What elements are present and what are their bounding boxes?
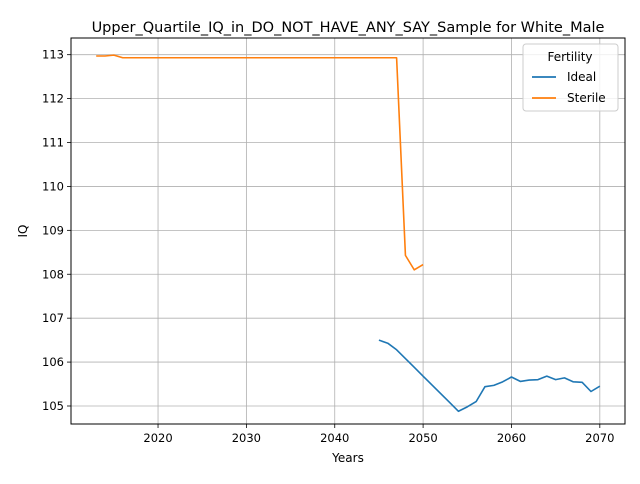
y-tick-label: 106: [42, 355, 64, 369]
series-line-sterile: [96, 54, 424, 271]
y-tick-label: 112: [42, 92, 64, 106]
x-tick-label: 2050: [408, 431, 437, 445]
legend: Fertility Ideal Sterile: [522, 43, 619, 112]
legend-label-ideal: Ideal: [567, 70, 596, 84]
series-lines: [96, 54, 601, 413]
y-tick-label: 105: [42, 399, 64, 413]
grid-lines: [71, 38, 625, 424]
axis-ticks: 2020 2030 2040 2050 2060 2070 105 106 107 108 109 1…: [42, 48, 614, 445]
x-tick-label: 2070: [585, 431, 614, 445]
legend-label-sterile: Sterile: [567, 91, 606, 105]
y-tick-label: 111: [42, 136, 64, 150]
series-line-ideal: [378, 339, 601, 413]
x-tick-label: 2020: [143, 431, 172, 445]
chart-title: Upper_Quartile_IQ_in_DO_NOT_HAVE_ANY_SAY…: [92, 20, 605, 36]
y-tick-label: 107: [42, 311, 64, 325]
y-tick-label: 110: [42, 179, 64, 193]
x-tick-label: 2060: [497, 431, 526, 445]
x-tick-label: 2040: [320, 431, 349, 445]
x-axis-label: Years: [331, 451, 364, 465]
legend-box: [522, 43, 619, 112]
legend-title: Fertility: [547, 50, 592, 64]
y-tick-label: 113: [42, 48, 64, 62]
y-tick-label: 109: [42, 223, 64, 237]
plot-frame: [70, 37, 626, 425]
y-tick-label: 108: [42, 267, 64, 281]
x-tick-label: 2030: [232, 431, 261, 445]
y-axis-label: IQ: [16, 225, 30, 238]
